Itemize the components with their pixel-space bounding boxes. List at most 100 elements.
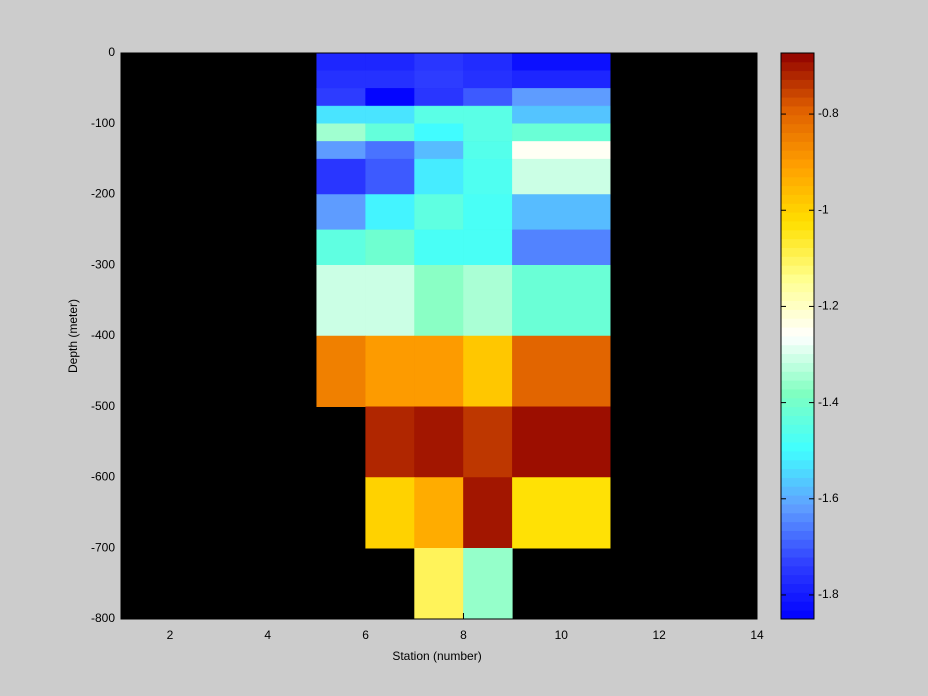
heatmap-cell: [463, 548, 513, 620]
colorbar-swatch: [781, 229, 814, 240]
colorbar-swatch: [781, 282, 814, 293]
colorbar-swatch: [781, 114, 814, 125]
colorbar-swatch: [781, 132, 814, 142]
colorbar-swatch: [781, 79, 814, 89]
colorbar-swatch: [781, 150, 814, 160]
colorbar-swatch: [781, 397, 814, 408]
x-tick-label: 8: [460, 628, 467, 642]
colorbar-swatch: [781, 495, 814, 505]
colorbar-swatch: [781, 565, 814, 576]
heatmap-cell: [463, 229, 513, 266]
colorbar-swatch: [781, 97, 814, 107]
heatmap-cell: [463, 70, 513, 89]
heatmap-cell: [414, 105, 464, 124]
heatmap-cell: [463, 158, 513, 195]
colorbar-swatch: [781, 389, 814, 399]
heatmap-cell: [512, 105, 611, 124]
heatmap-cell: [414, 158, 464, 195]
heatmap-cell: [365, 265, 415, 337]
colorbar-swatch: [781, 291, 814, 302]
colorbar-swatch: [781, 477, 814, 487]
heatmap-cell: [414, 52, 464, 71]
colorbar-swatch: [781, 442, 814, 452]
colorbar-swatch: [781, 450, 814, 461]
heatmap-cell: [316, 194, 366, 231]
colorbar-swatch: [781, 141, 814, 151]
colorbar-swatch: [781, 203, 814, 213]
x-tick-label: 2: [167, 628, 174, 642]
colorbar-swatch: [781, 106, 814, 116]
colorbar-swatch: [781, 176, 814, 187]
heatmap-cell: [365, 141, 415, 160]
colorbar-swatch: [781, 433, 814, 443]
heatmap-cell: [512, 141, 611, 160]
heatmap-cell: [512, 229, 611, 266]
colorbar-swatch: [781, 88, 814, 98]
heatmap-cell: [414, 548, 464, 620]
heatmap-cell: [463, 265, 513, 337]
heatmap-cell: [512, 194, 611, 231]
y-axis-label: Depth (meter): [66, 299, 80, 373]
colorbar-swatch: [781, 221, 814, 231]
colorbar-swatch: [781, 344, 814, 355]
colorbar-swatch: [781, 274, 814, 284]
y-tick-label: -600: [91, 470, 115, 484]
y-tick-label: -400: [91, 328, 115, 342]
y-tick-label: -100: [91, 116, 115, 130]
colorbar-swatch: [781, 265, 814, 275]
colorbar-tick-label: -1.4: [818, 395, 839, 409]
colorbar-swatch: [781, 468, 814, 478]
heatmap-cell: [512, 477, 611, 549]
y-tick-label: -300: [91, 257, 115, 271]
heatmap-cell: [463, 105, 513, 124]
colorbar-swatch: [781, 601, 814, 611]
colorbar-swatch: [781, 256, 814, 266]
heatmap-cell: [365, 52, 415, 71]
heatmap-cell: [414, 123, 464, 142]
colorbar-swatch: [781, 459, 814, 470]
heatmap-cell: [316, 70, 366, 89]
heatmap-cell: [316, 141, 366, 160]
heatmap-cell: [365, 335, 415, 407]
heatmap-cell: [316, 229, 366, 266]
x-tick-label: 14: [750, 628, 764, 642]
heatmap-cell: [512, 88, 611, 107]
colorbar-swatch: [781, 309, 814, 319]
colorbar-tick-label: -1.2: [818, 299, 839, 313]
colorbar-swatch: [781, 300, 814, 310]
heatmap-cell: [463, 477, 513, 549]
y-tick-label: -800: [91, 611, 115, 625]
x-tick-label: 12: [652, 628, 666, 642]
heatmap-cell: [414, 335, 464, 407]
x-tick-label: 6: [362, 628, 369, 642]
heatmap-cell: [463, 123, 513, 142]
colorbar-swatch: [781, 574, 814, 585]
x-tick-label: 10: [555, 628, 569, 642]
colorbar-swatch: [781, 557, 814, 567]
heatmap-cell: [316, 335, 366, 407]
colorbar-tick-label: -0.8: [818, 106, 839, 120]
heatmap-cell: [512, 265, 611, 337]
colorbar-swatch: [781, 539, 814, 549]
heatmap-cell: [463, 141, 513, 160]
colorbar-swatch: [781, 194, 814, 204]
heatmap-cell: [414, 194, 464, 231]
colorbar-swatch: [781, 415, 814, 425]
heatmap-cell: [316, 105, 366, 124]
y-tick-label: -500: [91, 399, 115, 413]
heatmap-cell: [512, 52, 611, 71]
heatmap-cell: [463, 194, 513, 231]
heatmap-cell: [512, 158, 611, 195]
colorbar-swatch: [781, 61, 814, 72]
heatmap-cell: [414, 265, 464, 337]
heatmap-cell: [365, 70, 415, 89]
colorbar-swatch: [781, 336, 814, 346]
colorbar-swatch: [781, 424, 814, 434]
colorbar-swatch: [781, 327, 814, 337]
colorbar-swatch: [781, 406, 814, 416]
heatmap-cell: [365, 477, 415, 549]
heatmap-cell: [365, 105, 415, 124]
colorbar-swatch: [781, 548, 814, 558]
colorbar-swatch: [781, 238, 814, 248]
heatmap-cell: [365, 88, 415, 107]
